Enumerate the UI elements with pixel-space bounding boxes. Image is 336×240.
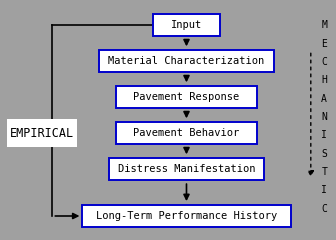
- FancyBboxPatch shape: [109, 158, 264, 180]
- Text: H: H: [321, 75, 327, 85]
- Text: S: S: [321, 149, 327, 159]
- FancyBboxPatch shape: [116, 122, 257, 144]
- Text: Pavement Response: Pavement Response: [133, 92, 240, 102]
- Text: M: M: [321, 20, 327, 30]
- FancyBboxPatch shape: [153, 14, 220, 36]
- Text: I: I: [321, 186, 327, 195]
- Text: Long-Term Performance History: Long-Term Performance History: [96, 211, 277, 221]
- Text: T: T: [321, 167, 327, 177]
- Text: Material Characterization: Material Characterization: [108, 56, 265, 66]
- FancyBboxPatch shape: [116, 86, 257, 108]
- Text: N: N: [321, 112, 327, 122]
- Text: Pavement Behavior: Pavement Behavior: [133, 128, 240, 138]
- Text: E: E: [321, 39, 327, 48]
- Text: I: I: [321, 130, 327, 140]
- Text: Distress Manifestation: Distress Manifestation: [118, 164, 255, 174]
- Text: C: C: [321, 57, 327, 67]
- FancyBboxPatch shape: [99, 50, 274, 72]
- FancyBboxPatch shape: [82, 205, 291, 227]
- FancyBboxPatch shape: [7, 119, 77, 147]
- Text: A: A: [321, 94, 327, 104]
- Text: C: C: [321, 204, 327, 214]
- Text: EMPIRICAL: EMPIRICAL: [10, 127, 74, 140]
- Text: Input: Input: [171, 20, 202, 30]
